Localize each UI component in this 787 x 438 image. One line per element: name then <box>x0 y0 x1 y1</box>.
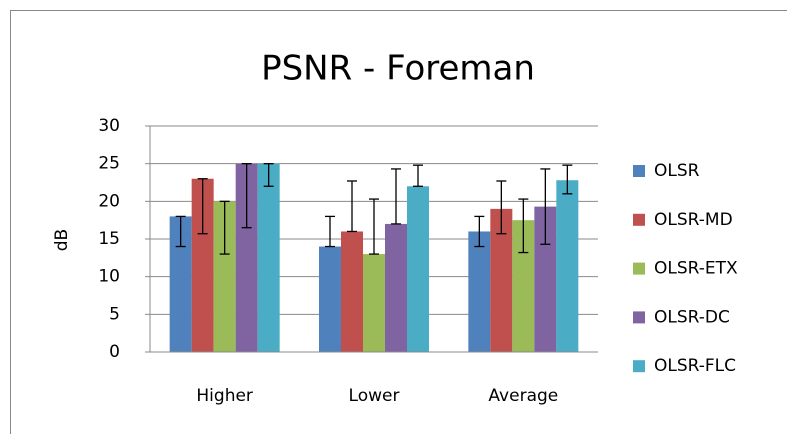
legend-label: OLSR-DC <box>654 307 730 327</box>
bar <box>258 164 280 352</box>
bar <box>319 247 341 352</box>
legend-swatch <box>633 360 645 372</box>
legend-label: OLSR <box>654 161 700 181</box>
bar <box>556 180 578 352</box>
legend-label: OLSR-ETX <box>654 259 738 279</box>
y-tick-label: 30 <box>98 116 120 136</box>
chart-title: PSNR - Foreman <box>261 49 535 89</box>
x-tick-label: Average <box>488 386 558 406</box>
legend-swatch <box>633 263 645 275</box>
bar <box>363 254 385 352</box>
y-tick-label: 5 <box>109 304 120 324</box>
y-tick-label: 0 <box>109 342 120 362</box>
y-tick-label: 25 <box>98 154 120 174</box>
bar <box>468 231 490 352</box>
y-tick-label: 10 <box>98 267 120 287</box>
legend-swatch <box>633 311 645 323</box>
x-tick-label: Higher <box>196 386 253 406</box>
legend-swatch <box>633 214 645 226</box>
legend-swatch <box>633 165 645 177</box>
y-tick-label: 20 <box>98 191 120 211</box>
legend-label: OLSR-MD <box>654 210 733 230</box>
bar <box>385 224 407 352</box>
x-tick-label: Lower <box>349 386 400 406</box>
y-axis-label: dB <box>52 229 72 251</box>
bar <box>341 231 363 352</box>
legend-label: OLSR-FLC <box>654 356 736 376</box>
y-tick-label: 15 <box>98 229 120 249</box>
bar <box>407 186 429 352</box>
